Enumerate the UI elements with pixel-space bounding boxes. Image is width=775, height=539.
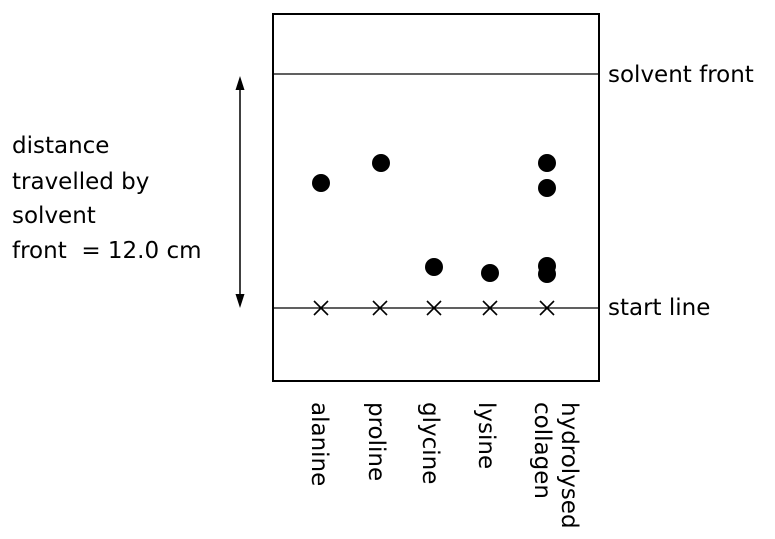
spot-proline [372,154,390,172]
start-mark-lysine [482,300,498,316]
start-marks [313,300,555,316]
chromatography-paper [272,13,600,382]
distance-arrow [235,76,245,308]
spots [312,154,556,283]
start-line-label: start line [608,295,710,321]
start-mark-proline [372,300,388,316]
distance-label-line-2: travelled by [12,169,149,195]
lane-label-lysine: lysine [473,402,499,469]
lane-labels: alanine proline glycine lysine collagen … [306,402,582,529]
spot-alanine [312,174,330,192]
start-mark-hydrolysed-collagen [539,300,555,316]
distance-label-line-1: distance [12,133,109,159]
lane-label-proline: proline [363,402,389,481]
lane-label-glycine: glycine [417,402,443,484]
distance-label-line-4: front = 12.0 cm [12,238,202,264]
spot-glycine [425,258,443,276]
spot-lysine [481,264,499,282]
spot-collagen-2 [538,179,556,197]
distance-label: distance travelled by solvent front = 12… [12,133,202,264]
lane-label-collagen: collagen [529,402,555,499]
distance-label-line-3: solvent [12,203,96,229]
start-mark-glycine [426,300,442,316]
solvent-front-label: solvent front [608,62,754,88]
spot-collagen-1 [538,154,556,172]
lane-label-alanine: alanine [306,402,332,486]
start-mark-alanine [313,300,329,316]
spot-collagen-4 [538,265,556,283]
lane-label-hydrolysed: hydrolysed [556,402,582,529]
